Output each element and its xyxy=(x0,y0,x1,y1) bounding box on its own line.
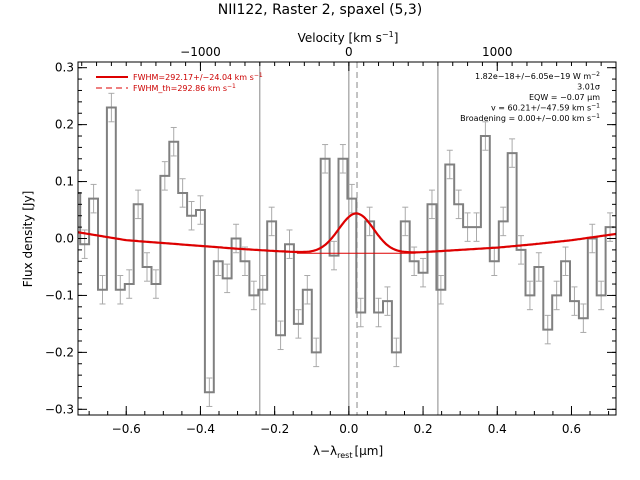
x-tick-label: −0.6 xyxy=(112,422,141,436)
x-tick-label: −0.2 xyxy=(260,422,289,436)
x-tick-label: 0.4 xyxy=(488,422,507,436)
y-axis-label: Flux density [Jy] xyxy=(21,191,35,288)
top-tick-label: 1000 xyxy=(482,45,513,59)
y-tick-label: 0.0 xyxy=(55,232,74,246)
fit-curves xyxy=(77,212,617,254)
fit-annotation: Broadening = 0.00+/−0.00 km s−1 xyxy=(460,113,600,123)
vertical-lines xyxy=(259,62,439,415)
legend-label: FWHM_th=292.86 km s−1 xyxy=(133,83,236,93)
fit-annotation: 1.82e−18+/−6.05e−19 W m−2 xyxy=(475,71,600,81)
y-tick-label: 0.2 xyxy=(55,118,74,132)
x-tick-label: 0.6 xyxy=(562,422,581,436)
x-tick-label: 0.0 xyxy=(339,422,358,436)
top-axis-label: Velocity [km s−1] xyxy=(298,30,399,45)
legend-label: FWHM=292.17+/−24.04 km s−1 xyxy=(133,72,263,82)
x-tick-label: 0.2 xyxy=(414,422,433,436)
legend: FWHM=292.17+/−24.04 km s−1FWHM_th=292.86… xyxy=(96,72,263,93)
y-tick-label: 0.3 xyxy=(55,61,74,75)
data-histogram xyxy=(78,106,615,394)
top-tick-label: −1000 xyxy=(180,45,221,59)
fit-annotation: 3.01σ xyxy=(577,83,600,92)
fit-curve xyxy=(77,212,617,254)
x-axis-label: λ−λrest [μm] xyxy=(313,444,383,460)
y-tick-label: −0.3 xyxy=(45,402,74,416)
y-tick-label: −0.1 xyxy=(45,288,74,302)
y-tick-label: −0.2 xyxy=(45,345,74,359)
fit-annotation: v = 60.21+/−47.59 km s−1 xyxy=(491,103,600,113)
fit-annotation: EQW = −0.07 μm xyxy=(529,93,600,102)
axes: −0.6 −0.4 −0.2 0.0 0.2 0.4 0.6 −0.3 −0.2 −0.1 0.0 0… xyxy=(45,45,617,436)
top-tick-label: 0 xyxy=(345,45,353,59)
x-tick-label: −0.4 xyxy=(186,422,215,436)
y-tick-label: 0.1 xyxy=(55,175,74,189)
chart-title: NII122, Raster 2, spaxel (5,3) xyxy=(218,2,423,18)
histogram-series xyxy=(78,106,615,394)
